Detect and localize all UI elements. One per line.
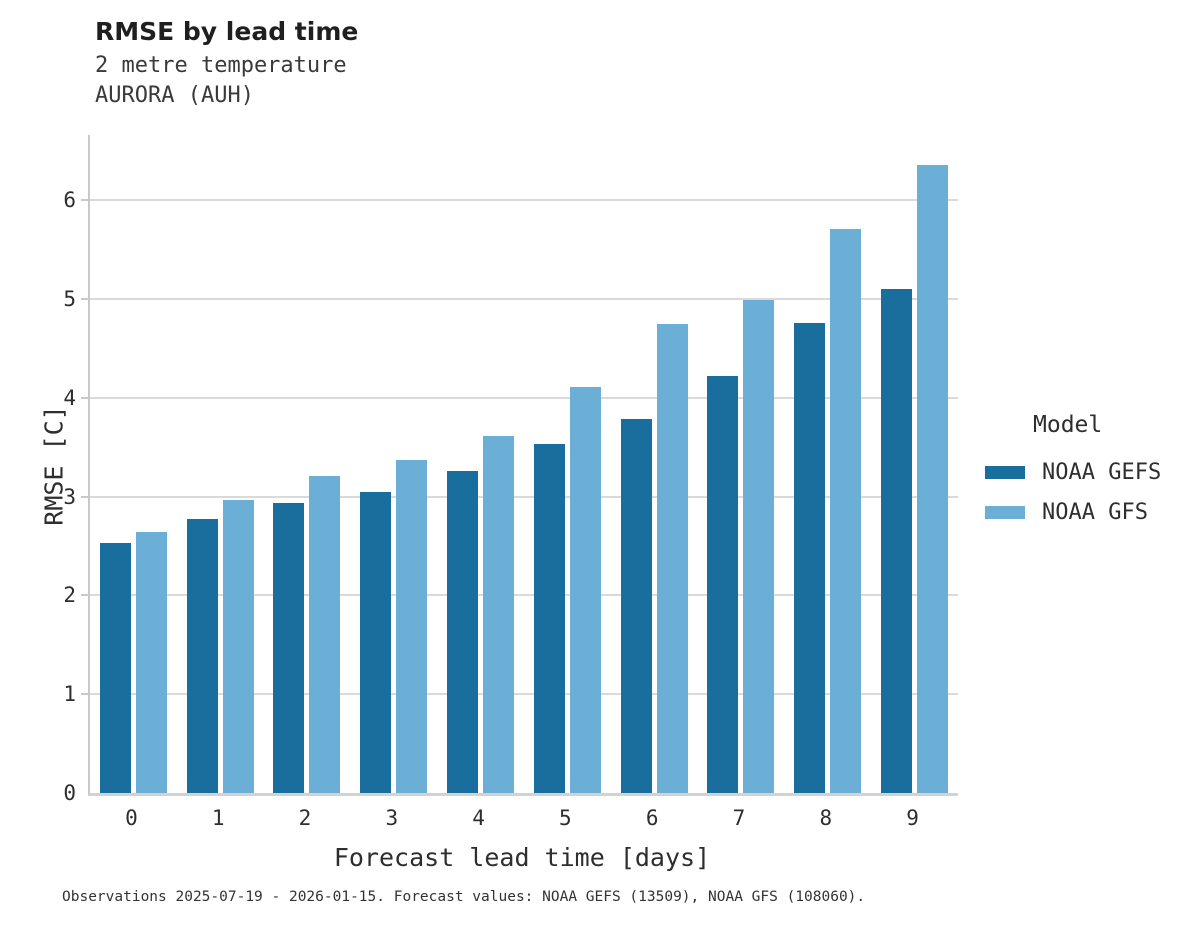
bar-noaa-gfs-lead-7 bbox=[743, 300, 775, 793]
y-tick-2 bbox=[81, 594, 90, 597]
bar-noaa-gefs-lead-2 bbox=[273, 503, 305, 793]
x-tick-label-7: 7 bbox=[732, 806, 746, 830]
bar-group-lead-5 bbox=[533, 135, 601, 793]
legend-entry-noaa-gefs: NOAA GEFS bbox=[985, 452, 1161, 492]
y-tick-labels: 0 1 2 3 4 5 6 bbox=[0, 0, 76, 928]
y-tick-label-2: 2 bbox=[63, 583, 76, 608]
bar-noaa-gfs-lead-9 bbox=[917, 165, 949, 793]
bar-noaa-gefs-lead-9 bbox=[881, 289, 913, 793]
bar-noaa-gefs-lead-4 bbox=[447, 471, 479, 793]
x-axis-title: Forecast lead time [days] bbox=[333, 843, 711, 872]
legend: Model NOAA GEFS NOAA GFS bbox=[985, 412, 1161, 532]
x-tick-label-3: 3 bbox=[385, 806, 399, 830]
y-tick-1 bbox=[81, 693, 90, 696]
legend-title: Model bbox=[1033, 412, 1103, 438]
chart-title: RMSE by lead time bbox=[95, 17, 359, 46]
x-tick-label-0: 0 bbox=[125, 806, 138, 830]
legend-swatch-noaa-gfs bbox=[985, 505, 1025, 519]
bar-noaa-gfs-lead-3 bbox=[396, 460, 428, 793]
y-tick-label-1: 1 bbox=[63, 682, 76, 707]
bar-groups bbox=[90, 135, 958, 793]
bar-noaa-gefs-lead-1 bbox=[186, 519, 218, 793]
x-tick-label-1: 1 bbox=[211, 806, 225, 830]
footer-note: Observations 2025-07-19 - 2026-01-15. Fo… bbox=[62, 889, 866, 905]
gridline-y-5 bbox=[90, 298, 958, 301]
bar-group-lead-4 bbox=[447, 135, 515, 793]
chart-subtitle-station: AURORA (AUH) bbox=[95, 82, 254, 108]
y-tick-5 bbox=[81, 298, 90, 301]
x-tick-labels: 0 1 2 3 4 5 6 7 8 9 bbox=[88, 806, 956, 830]
gridline-y-6 bbox=[90, 199, 958, 202]
gridline-y-1 bbox=[90, 693, 958, 696]
bar-noaa-gefs-lead-8 bbox=[794, 323, 826, 793]
x-tick-label-9: 9 bbox=[906, 806, 919, 830]
x-tick-label-5: 5 bbox=[559, 806, 572, 830]
y-tick-3 bbox=[81, 495, 90, 498]
bar-noaa-gefs-lead-6 bbox=[620, 419, 652, 793]
y-tick-label-6: 6 bbox=[63, 188, 76, 213]
x-tick-label-4: 4 bbox=[472, 806, 485, 830]
gridline-y-2 bbox=[90, 594, 958, 597]
bar-noaa-gfs-lead-2 bbox=[309, 476, 341, 793]
bar-noaa-gfs-lead-8 bbox=[830, 229, 862, 793]
bar-noaa-gfs-lead-4 bbox=[483, 436, 515, 793]
bar-group-lead-8 bbox=[794, 135, 862, 793]
y-tick-label-3: 3 bbox=[63, 484, 76, 509]
bar-group-lead-7 bbox=[707, 135, 775, 793]
y-tick-label-4: 4 bbox=[63, 385, 76, 410]
bar-group-lead-1 bbox=[186, 135, 254, 793]
bar-noaa-gefs-lead-0 bbox=[99, 543, 131, 793]
y-tick-4 bbox=[81, 396, 90, 399]
bar-noaa-gfs-lead-6 bbox=[656, 324, 688, 793]
gridline-y-4 bbox=[90, 396, 958, 399]
bar-noaa-gefs-lead-3 bbox=[360, 492, 392, 793]
chart-subtitle-variable: 2 metre temperature bbox=[95, 53, 347, 78]
bar-noaa-gefs-lead-5 bbox=[533, 444, 565, 793]
bar-group-lead-3 bbox=[360, 135, 428, 793]
legend-label-noaa-gfs: NOAA GFS bbox=[1042, 499, 1148, 525]
bar-noaa-gefs-lead-7 bbox=[707, 376, 739, 793]
plot-area bbox=[81, 135, 958, 796]
chart-header: RMSE by lead time 2 metre temperature AU… bbox=[95, 17, 358, 111]
x-tick-label-8: 8 bbox=[819, 806, 833, 830]
bar-noaa-gfs-lead-1 bbox=[222, 500, 254, 793]
bar-group-lead-6 bbox=[620, 135, 688, 793]
bar-group-lead-2 bbox=[273, 135, 341, 793]
y-tick-label-0: 0 bbox=[63, 781, 76, 805]
gridline-y-3 bbox=[90, 495, 958, 498]
legend-entry-noaa-gfs: NOAA GFS bbox=[985, 492, 1161, 532]
bar-noaa-gfs-lead-0 bbox=[135, 532, 167, 793]
x-tick-label-6: 6 bbox=[645, 806, 659, 830]
legend-label-noaa-gefs: NOAA GEFS bbox=[1042, 459, 1162, 485]
bar-group-lead-9 bbox=[881, 135, 949, 793]
y-tick-6 bbox=[81, 199, 90, 202]
bar-noaa-gfs-lead-5 bbox=[569, 387, 601, 793]
x-tick-label-2: 2 bbox=[298, 806, 312, 830]
legend-swatch-noaa-gefs bbox=[985, 465, 1025, 479]
y-tick-label-5: 5 bbox=[63, 287, 76, 311]
bar-group-lead-0 bbox=[99, 135, 167, 793]
